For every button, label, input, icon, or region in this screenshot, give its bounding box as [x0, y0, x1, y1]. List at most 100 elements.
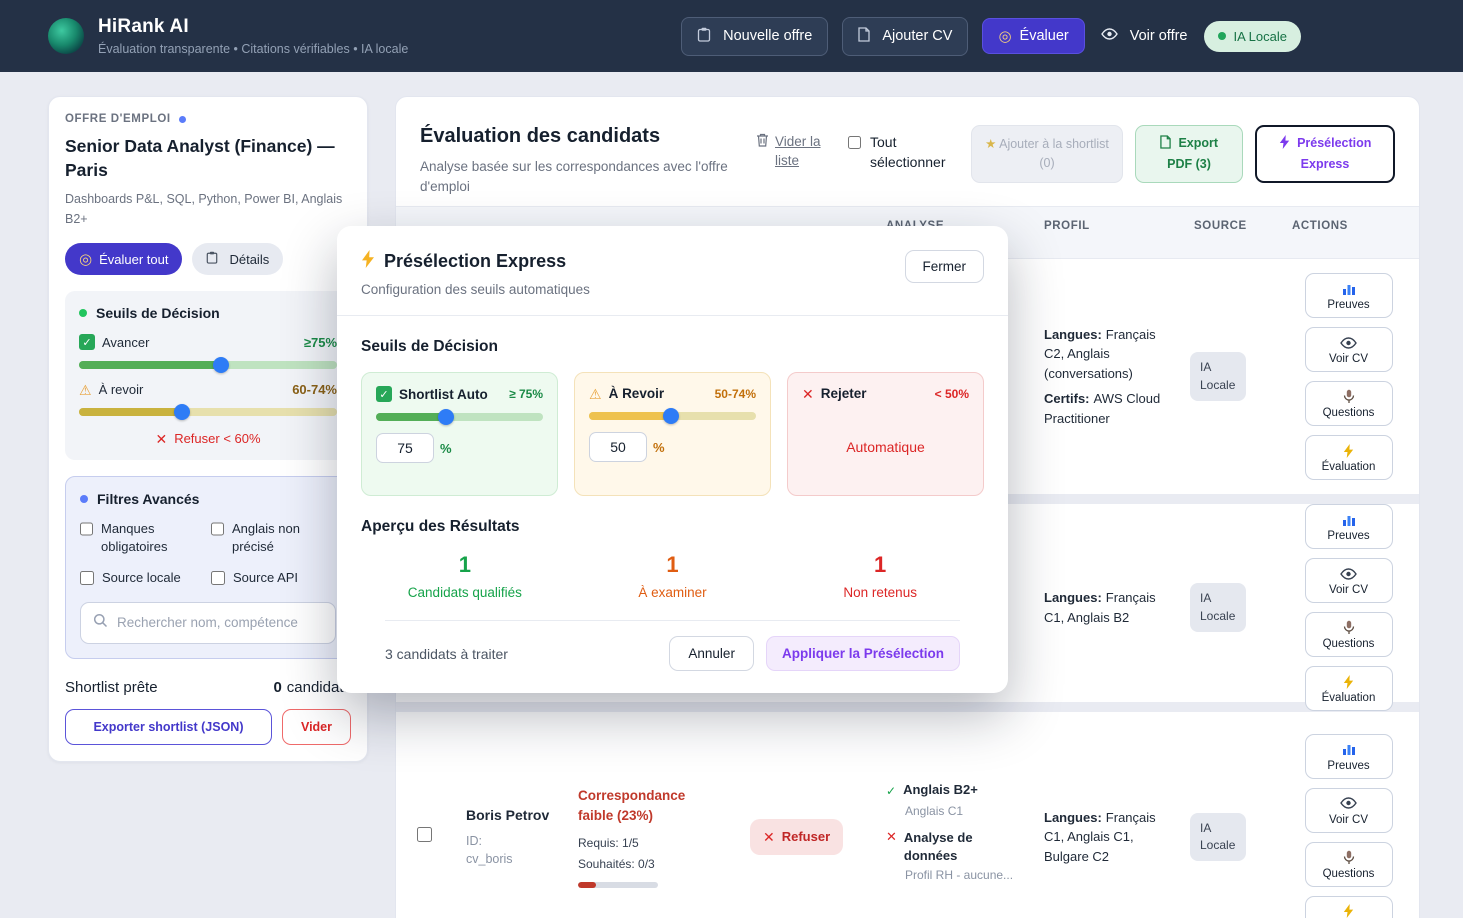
voir-cv-button[interactable]: Voir CV — [1304, 327, 1393, 372]
review-threshold-slider[interactable] — [589, 408, 756, 424]
candidate-name: Boris Petrov — [466, 806, 550, 823]
evaluation-button[interactable]: Évaluation — [1304, 895, 1393, 918]
review-slider[interactable] — [79, 404, 337, 420]
add-to-shortlist-button[interactable]: ★ Ajouter à la shortlist (0) — [971, 125, 1123, 183]
job-skills: Dashboards P&L, SQL, Python, Power BI, A… — [65, 192, 343, 226]
advance-slider[interactable] — [79, 357, 337, 373]
filter-mandatory-gaps[interactable]: Manques obligatoires — [80, 520, 205, 556]
filter-label: Anglais non précisé — [232, 521, 300, 555]
evaluation-button[interactable]: Évaluation — [1304, 666, 1393, 711]
shortlist-threshold-slider[interactable] — [376, 409, 543, 425]
review-stat: 1 À examiner — [569, 552, 777, 600]
eye-icon — [1310, 335, 1388, 350]
review-slider-thumb[interactable] — [174, 404, 191, 420]
eye-icon — [1310, 796, 1388, 811]
filter-english-unspecified-checkbox[interactable] — [211, 522, 224, 536]
target-icon: ◎ — [998, 27, 1012, 45]
qualified-stat: 1 Candidats qualifiés — [361, 552, 569, 600]
review-range: 50-74% — [714, 386, 756, 401]
actions-cell: Preuves Voir CV Questions Évaluation — [1304, 273, 1393, 480]
close-button[interactable]: Fermer — [904, 250, 984, 283]
preuves-button[interactable]: Preuves — [1304, 273, 1393, 318]
qualified-count: 1 — [458, 552, 471, 577]
match-desired: Souhaités: 0/3 — [578, 857, 655, 872]
percent-unit: % — [440, 440, 452, 456]
actions-cell: Preuves Voir CV Questions Évaluation — [1304, 504, 1393, 711]
voir-cv-button[interactable]: Voir CV — [1304, 787, 1393, 833]
add-cv-button[interactable]: Ajouter CV — [842, 16, 969, 56]
filter-local-source[interactable]: Source locale — [80, 569, 205, 587]
offer-section-text: OFFRE D'EMPLOI — [65, 113, 171, 125]
row-select-checkbox[interactable] — [416, 827, 432, 842]
source-badge: IA Locale — [1190, 812, 1246, 862]
check-icon: ✓ — [79, 334, 95, 350]
shortlist-threshold-input[interactable] — [376, 433, 434, 463]
match-cell: Correspondance faible (23%) Requis: 1/5 … — [564, 786, 736, 889]
review-row: ⚠ À revoir 60-74% — [79, 382, 337, 397]
search-input[interactable] — [117, 615, 323, 631]
threshold-cards: ✓ Shortlist Auto ≥ 75% % ⚠ À Revoir 50 — [361, 372, 984, 496]
preuves-button[interactable]: Preuves — [1304, 504, 1393, 549]
review-value: 60-74% — [292, 382, 337, 397]
cancel-button[interactable]: Annuler — [669, 636, 754, 671]
target-icon: ◎ — [79, 250, 93, 268]
select-all-checkbox[interactable] — [848, 135, 861, 150]
questions-button[interactable]: Questions — [1304, 612, 1393, 657]
questions-button[interactable]: Questions — [1304, 381, 1393, 426]
evaluate-button[interactable]: ◎ Évaluer — [982, 18, 1085, 54]
lightning-icon — [1310, 904, 1388, 918]
voir-cv-label: Voir CV — [1329, 353, 1368, 365]
review-slider-fill — [79, 408, 183, 416]
apply-preselection-button[interactable]: Appliquer la Présélection — [765, 636, 960, 671]
langues-value: Français C1, Anglais B2 — [1044, 590, 1156, 625]
clear-list-link[interactable]: Vider la liste — [756, 133, 832, 171]
clear-shortlist-button[interactable]: Vider — [281, 708, 351, 745]
cross-icon: ✕ — [155, 430, 168, 447]
view-offer-button[interactable]: Voir offre — [1099, 19, 1190, 53]
evaluation-label: Évaluation — [1321, 692, 1376, 704]
rejected-count: 1 — [874, 552, 887, 577]
modal-body: Seuils de Décision ✓ Shortlist Auto ≥ 75… — [337, 316, 1008, 693]
filter-mandatory-gaps-checkbox[interactable] — [80, 522, 93, 536]
slider-thumb[interactable] — [438, 409, 455, 425]
details-label: Détails — [229, 251, 270, 267]
eye-icon — [1310, 566, 1388, 581]
thresholds-section-title: Seuils de Décision — [361, 338, 498, 355]
evaluate-all-button[interactable]: ◎ Évaluer tout — [65, 243, 183, 275]
match-title: Correspondance faible (23%) — [578, 787, 686, 823]
filter-english-unspecified[interactable]: Anglais non précisé — [211, 520, 336, 556]
filter-api-source-checkbox[interactable] — [211, 571, 225, 586]
preuves-label: Preuves — [1327, 530, 1370, 542]
certifs-value: AWS Cloud Practitioner — [1044, 391, 1161, 426]
local-ai-label: IA Locale — [1233, 28, 1288, 44]
slider-thumb[interactable] — [662, 408, 679, 424]
reject-label: Rejeter — [820, 386, 867, 401]
langues-label: Langues: — [1044, 590, 1102, 605]
questions-button[interactable]: Questions — [1304, 841, 1393, 887]
evaluation-button[interactable]: Évaluation — [1304, 435, 1393, 480]
details-button[interactable]: Détails — [192, 243, 284, 275]
advance-slider-thumb[interactable] — [212, 357, 229, 373]
row-select-cell — [416, 827, 432, 847]
preuves-label: Preuves — [1327, 299, 1370, 311]
preview-section-title: Aperçu des Résultats — [361, 518, 520, 535]
reject-auto-note: Automatique — [846, 439, 925, 455]
advance-value: ≥75% — [303, 334, 337, 350]
review-threshold-input[interactable] — [589, 432, 647, 462]
express-preselection-button[interactable]: Présélection Express — [1255, 125, 1395, 183]
slider-fill — [589, 412, 671, 420]
blue-dot-icon — [80, 495, 88, 503]
voir-cv-button[interactable]: Voir CV — [1304, 558, 1393, 603]
bar-chart-icon — [1310, 281, 1388, 296]
preuves-button[interactable]: Preuves — [1304, 733, 1393, 779]
job-actions: ◎ Évaluer tout Détails — [65, 243, 351, 275]
export-shortlist-button[interactable]: Exporter shortlist (JSON) — [65, 708, 272, 745]
results-preview: 1 Candidats qualifiés 1 À examiner 1 Non… — [361, 552, 984, 600]
filter-api-source[interactable]: Source API — [211, 569, 336, 587]
candidate-id-label: ID: — [466, 834, 482, 849]
filter-local-source-checkbox[interactable] — [80, 571, 94, 586]
new-offer-button[interactable]: Nouvelle offre — [681, 16, 829, 56]
select-all-control[interactable]: Tout sélectionner — [848, 133, 958, 172]
analysis-cell: ✓ Anglais B2+ Anglais C1 ✕ Analyse de do… — [872, 781, 1030, 893]
export-pdf-button[interactable]: Export PDF (3) — [1135, 125, 1243, 183]
